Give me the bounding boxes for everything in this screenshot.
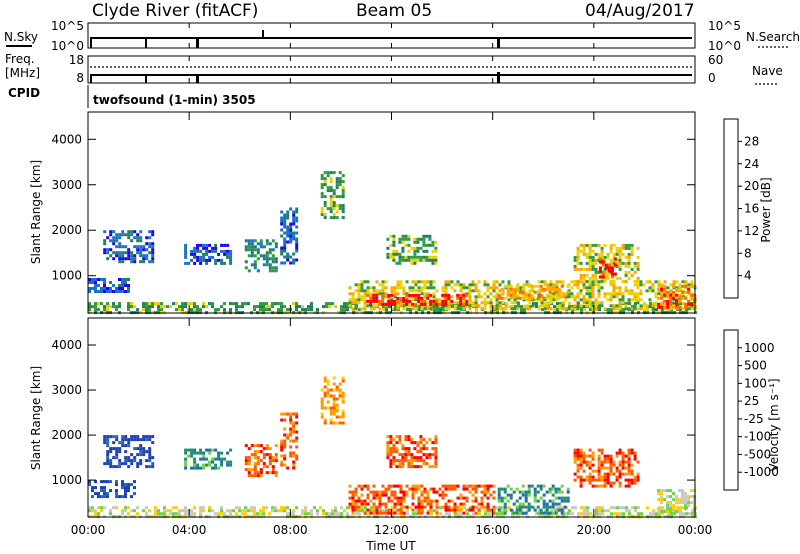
freq-label-line1: Freq.	[5, 52, 35, 66]
power-region-9	[386, 234, 438, 265]
velocity-region-2	[103, 435, 155, 469]
power-region-1	[88, 278, 130, 293]
power-colorbar-frame	[723, 118, 739, 299]
beam-title: Beam 05	[356, 1, 432, 21]
power-ytick-label: 3000	[51, 178, 82, 192]
power-ytick-label: 2000	[51, 223, 82, 237]
power-colorbar: 28 24 20 16 12 8 4	[723, 118, 759, 299]
power-colorbar-tick-label: 20	[744, 179, 759, 193]
freq-dropouts	[90, 72, 500, 83]
xtick-label: 16:00	[475, 523, 510, 537]
velocity-ytick-label: 2000	[51, 428, 82, 442]
power-region-10	[497, 284, 570, 300]
cpid-label: CPID	[8, 86, 40, 100]
velocity-region-8	[386, 435, 438, 469]
power-colorbar-tick-label: 8	[744, 246, 752, 260]
velocity-ytick-label: 3000	[51, 383, 82, 397]
velocity-region-4	[244, 444, 278, 478]
nsearch-tick-top: 10^5	[708, 19, 741, 33]
nsearch-label: N.Search	[746, 30, 800, 44]
xtick-label: 00:00	[678, 523, 713, 537]
power-ylabel: Slant Range [km]	[29, 160, 43, 264]
nave-tick-bottom: 0	[708, 71, 716, 85]
velocity-colorbar-tick-label: -100	[744, 430, 771, 444]
power-colorbar-tick-label: 24	[744, 157, 759, 171]
xtick-label: 00:00	[71, 523, 106, 537]
nsky-label: N.Sky	[4, 30, 38, 44]
velocity-colorbar-tick-label: -500	[744, 447, 771, 461]
power-ytick-label: 4000	[51, 132, 82, 146]
freq-tick-top: 18	[69, 53, 84, 67]
velocity-region-5	[280, 412, 299, 470]
velocity-yaxis: 1000 2000 3000 4000	[51, 338, 695, 487]
velocity-colorbar-tick-label: 100	[744, 376, 767, 390]
xtick-label: 20:00	[577, 523, 612, 537]
velocity-ylabel: Slant Range [km]	[29, 366, 43, 470]
velocity-colorbar-tick-label: -25	[744, 412, 764, 426]
nsky-tick-bottom: 10^0	[51, 39, 84, 53]
velocity-region-11	[657, 489, 697, 514]
velocity-colorbar-tick-label: 25	[744, 394, 759, 408]
velocity-region-7	[348, 484, 496, 515]
velocity-ytick-label: 4000	[51, 338, 82, 352]
xaxis-label: Time UT	[365, 539, 416, 553]
cpid-value: twofsound (1-min) 3505	[93, 93, 256, 107]
xtick-label: 12:00	[374, 523, 409, 537]
velocity-colorbar-frame	[723, 329, 739, 491]
xtick-label: 08:00	[273, 523, 308, 537]
velocity-colorbar: 1000 500 100 25 -25 -100 -500 -1000	[723, 329, 779, 491]
velocity-region-1	[88, 480, 136, 499]
velocity-region-6	[320, 376, 345, 425]
station-title: Clyde River (fitACF)	[92, 1, 258, 21]
xtick-label: 04:00	[172, 523, 207, 537]
power-region-12	[598, 257, 617, 279]
power-region-4	[244, 239, 278, 273]
velocity-data	[88, 376, 697, 519]
velocity-colorbar-tick-label: -1000	[744, 465, 779, 479]
power-region-3	[184, 243, 233, 265]
nave-label: Nave	[752, 64, 783, 78]
power-colorbar-tick-label: 12	[744, 224, 759, 238]
power-ytick-label: 1000	[51, 269, 82, 283]
velocity-region-9	[497, 484, 570, 515]
velocity-colorbar-label: Velocity [m s⁻¹]	[767, 378, 781, 471]
freq-label-line2: [MHz]	[5, 66, 40, 80]
power-region-6	[320, 171, 345, 220]
nsky-dropouts	[90, 30, 500, 48]
nsky-tick-top: 10^5	[51, 19, 84, 33]
velocity-ytick-label: 1000	[51, 473, 82, 487]
nave-tick-top: 60	[708, 53, 723, 67]
power-region-2	[103, 230, 155, 264]
power-data	[88, 171, 697, 315]
power-region-5	[280, 207, 299, 265]
power-region-8	[366, 293, 469, 306]
power-colorbar-tick-label: 16	[744, 202, 759, 216]
power-colorbar-label: Power [dB]	[759, 177, 773, 242]
time-xaxis: 00:00 04:00 08:00 12:00 16:00 20:00 00:00	[71, 23, 713, 537]
power-region-13	[657, 284, 697, 309]
velocity-region-3	[184, 448, 233, 470]
velocity-region-10	[573, 448, 640, 488]
nsearch-tick-bottom: 10^0	[708, 39, 741, 53]
velocity-colorbar-tick-label: 1000	[744, 341, 775, 355]
date-title: 04/Aug/2017	[585, 1, 695, 21]
power-region-11	[573, 243, 640, 283]
velocity-colorbar-tick-label: 500	[744, 359, 767, 373]
power-yaxis: 1000 2000 3000 4000	[51, 132, 695, 283]
power-colorbar-tick-label: 4	[744, 269, 752, 283]
freq-tick-bottom: 8	[76, 71, 84, 85]
power-colorbar-tick-label: 28	[744, 134, 759, 148]
